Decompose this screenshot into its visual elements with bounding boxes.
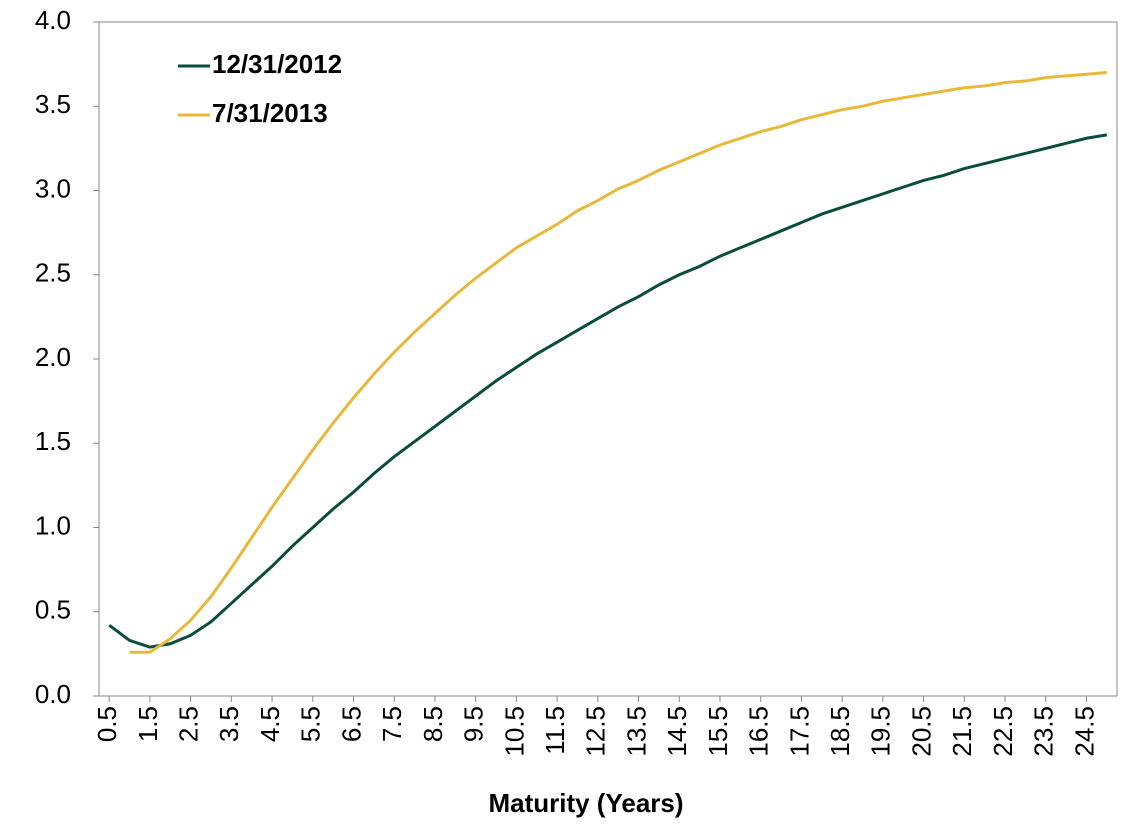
x-tick-label: 22.5	[988, 706, 1018, 757]
x-axis-label: Maturity (Years)	[488, 788, 683, 818]
y-tick-label: 4.0	[35, 5, 71, 35]
y-tick-label: 3.0	[35, 173, 71, 203]
x-tick-label: 7.5	[377, 706, 407, 742]
x-tick-label: 14.5	[662, 706, 692, 757]
x-tick-label: 11.5	[540, 706, 570, 755]
x-tick-label: 3.5	[214, 706, 244, 742]
y-tick-label: 3.5	[35, 89, 71, 119]
x-tick-label: 12.5	[581, 706, 611, 757]
x-tick-label: 17.5	[784, 706, 814, 757]
series-line	[129, 71, 1107, 654]
x-tick-label: 19.5	[866, 706, 896, 757]
x-tick-label: 1.5	[133, 706, 163, 742]
x-tick-label: 2.5	[173, 706, 203, 742]
y-tick-label: 0.5	[35, 595, 71, 625]
x-tick-label: 20.5	[906, 706, 936, 757]
x-tick-label: 21.5	[947, 706, 977, 757]
x-tick-label: 16.5	[744, 706, 774, 757]
series-line	[108, 133, 1108, 649]
y-tick-label: 2.0	[35, 342, 71, 372]
x-tick-label: 23.5	[1029, 706, 1059, 757]
x-tick-label: 4.5	[255, 706, 285, 742]
y-tick-label: 1.5	[35, 426, 71, 456]
x-tick-label: 24.5	[1069, 706, 1099, 757]
x-tick-label: 9.5	[459, 706, 489, 742]
x-tick-label: 6.5	[336, 706, 366, 742]
x-tick-label: 15.5	[703, 706, 733, 757]
x-tick-label: 18.5	[825, 706, 855, 757]
x-tick-label: 8.5	[418, 706, 448, 742]
y-tick-label: 0.0	[35, 679, 71, 709]
legend-label: 7/31/2013	[212, 98, 328, 128]
y-tick-label: 1.0	[35, 510, 71, 540]
legend-label: 12/31/2012	[212, 49, 342, 79]
x-tick-label: 10.5	[499, 706, 529, 757]
x-tick-label: 5.5	[296, 706, 326, 742]
x-tick-label: 0.5	[92, 706, 122, 742]
x-tick-label: 13.5	[621, 706, 651, 757]
y-tick-label: 2.5	[35, 258, 71, 288]
